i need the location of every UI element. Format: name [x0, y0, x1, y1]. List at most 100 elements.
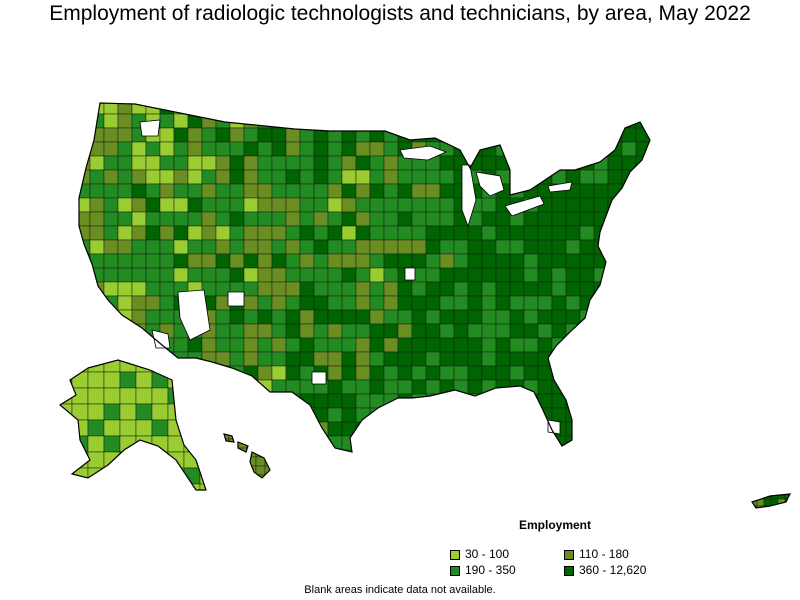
area-region — [89, 169, 105, 185]
area-region — [635, 379, 650, 395]
legend-swatch — [564, 550, 574, 560]
area-region — [103, 155, 119, 171]
area-region — [509, 169, 525, 185]
area-region — [117, 103, 133, 115]
area-region — [509, 295, 525, 311]
area-region — [397, 183, 413, 199]
area-region — [495, 449, 511, 452]
area-region — [229, 253, 245, 269]
area-region — [173, 211, 189, 227]
area-region — [565, 141, 581, 157]
area-region — [285, 155, 301, 171]
area-region — [383, 169, 399, 185]
alaska-outline — [58, 359, 207, 491]
area-region — [187, 211, 203, 227]
area-region — [151, 483, 169, 490]
area-region — [523, 253, 539, 269]
area-region — [425, 103, 441, 115]
area-region — [383, 379, 399, 395]
area-region — [453, 421, 469, 437]
area-region — [285, 141, 301, 157]
area-region — [537, 113, 553, 129]
area-region — [411, 253, 427, 269]
area-region — [621, 169, 637, 185]
area-region — [453, 225, 469, 241]
area-region — [313, 253, 329, 269]
area-region — [439, 267, 455, 283]
area-region — [299, 449, 315, 452]
area-region — [369, 141, 385, 157]
area-region — [453, 281, 469, 297]
area-region — [229, 141, 245, 157]
pr-outline — [751, 493, 792, 509]
area-region — [467, 351, 483, 367]
area-region — [103, 371, 121, 389]
area-region — [71, 451, 89, 469]
area-region — [621, 309, 637, 325]
area-region — [224, 474, 230, 478]
area-region — [607, 281, 623, 297]
area-region — [201, 379, 217, 395]
area-region — [565, 197, 581, 213]
no-data-area — [177, 289, 211, 341]
area-region — [285, 351, 301, 367]
area-region — [495, 365, 511, 381]
area-region — [215, 155, 231, 171]
area-region — [187, 239, 203, 255]
area-region — [173, 239, 189, 255]
area-region — [509, 337, 525, 353]
area-region — [257, 169, 273, 185]
area-region — [467, 323, 483, 339]
area-region — [635, 295, 650, 311]
area-region — [439, 407, 455, 423]
area-region — [187, 225, 203, 241]
area-region — [131, 197, 147, 213]
area-region — [397, 253, 413, 269]
area-region — [453, 239, 469, 255]
area-region — [103, 419, 121, 437]
area-region — [537, 281, 553, 297]
area-region — [523, 379, 539, 395]
area-region — [425, 407, 441, 423]
area-region — [607, 407, 623, 423]
area-region — [299, 103, 315, 115]
area-region — [495, 337, 511, 353]
area-region — [201, 103, 217, 115]
area-region — [103, 267, 119, 283]
area-region — [495, 281, 511, 297]
area-region — [327, 113, 343, 129]
area-region — [411, 281, 427, 297]
area-region — [237, 447, 248, 458]
area-region — [228, 456, 239, 467]
area-region — [285, 295, 301, 311]
area-region — [453, 365, 469, 381]
area-region — [103, 435, 121, 453]
area-region — [495, 103, 511, 115]
area-region — [607, 113, 623, 129]
area-region — [397, 435, 413, 451]
area-region — [79, 267, 91, 283]
area-region — [509, 323, 525, 339]
area-region — [201, 267, 217, 283]
area-region — [453, 103, 469, 115]
area-region — [285, 239, 301, 255]
area-region — [131, 253, 147, 269]
area-region — [341, 225, 357, 241]
area-region — [131, 295, 147, 311]
area-region — [369, 323, 385, 339]
area-region — [341, 365, 357, 381]
area-region — [523, 141, 539, 157]
area-region — [131, 183, 147, 199]
area-region — [201, 365, 217, 381]
area-region — [271, 393, 287, 409]
area-region — [341, 169, 357, 185]
area-region — [355, 239, 371, 255]
area-region — [119, 451, 137, 469]
area-region — [243, 141, 259, 157]
area-region — [369, 169, 385, 185]
area-region — [79, 281, 91, 297]
area-region — [649, 169, 650, 185]
area-region — [145, 225, 161, 241]
area-region — [425, 365, 441, 381]
area-region — [299, 113, 315, 129]
